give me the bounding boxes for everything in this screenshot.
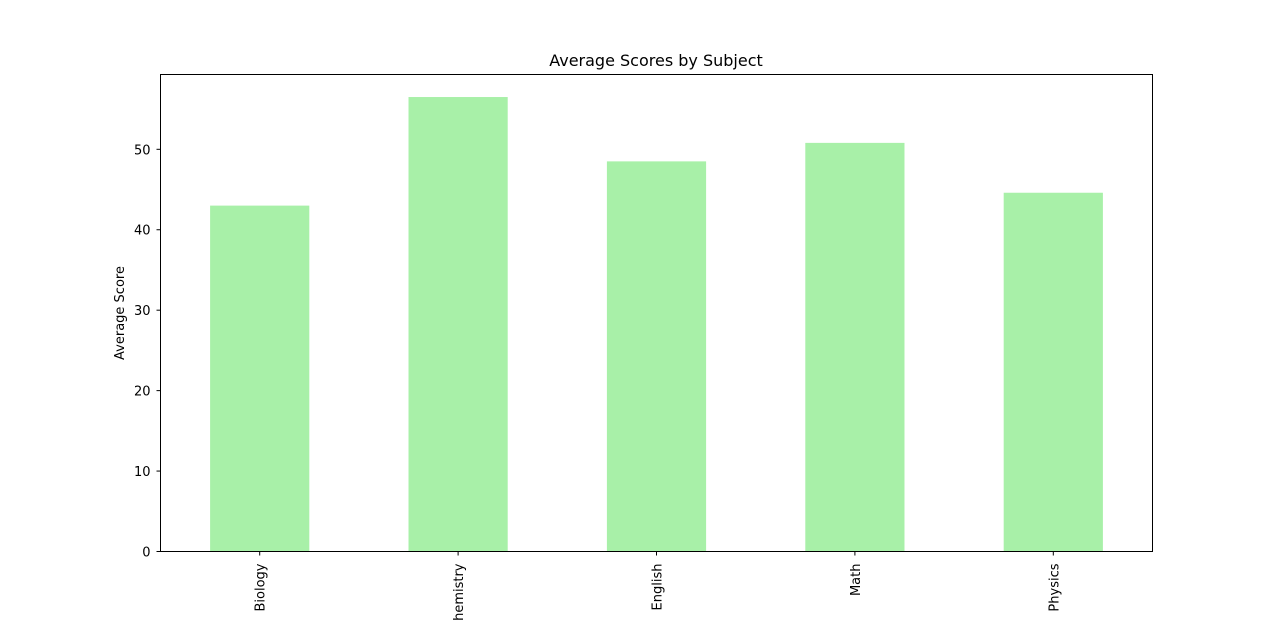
y-axis-ticks: 0 10 20 30 40 50 <box>134 143 161 561</box>
bar-english <box>606 161 707 552</box>
x-tick-label-physics: Physics <box>1047 563 1062 611</box>
x-tick-label-chemistry: Chemistry <box>452 563 467 620</box>
bar-math <box>805 142 905 552</box>
x-tick-label-english: English <box>651 564 666 611</box>
y-tick-label: 10 <box>134 465 151 480</box>
y-tick-label: 0 <box>142 546 150 561</box>
y-axis-label: Average Score <box>113 266 128 360</box>
plot-area-frame <box>160 74 1153 552</box>
bars-group <box>210 97 1103 552</box>
bar-biology <box>210 205 310 552</box>
chart-title: Average Scores by Subject <box>549 51 763 70</box>
bar-chemistry <box>408 97 508 552</box>
x-axis-ticks: Biology Chemistry English Math Physics <box>254 551 1062 620</box>
x-tick-label-biology: Biology <box>254 563 269 611</box>
y-tick-label: 30 <box>134 304 151 319</box>
y-tick-label: 50 <box>134 143 151 158</box>
y-tick-label: 20 <box>134 385 151 400</box>
x-tick-label-math: Math <box>849 564 864 597</box>
bar-physics <box>1003 192 1103 552</box>
y-tick-label: 40 <box>134 224 151 239</box>
